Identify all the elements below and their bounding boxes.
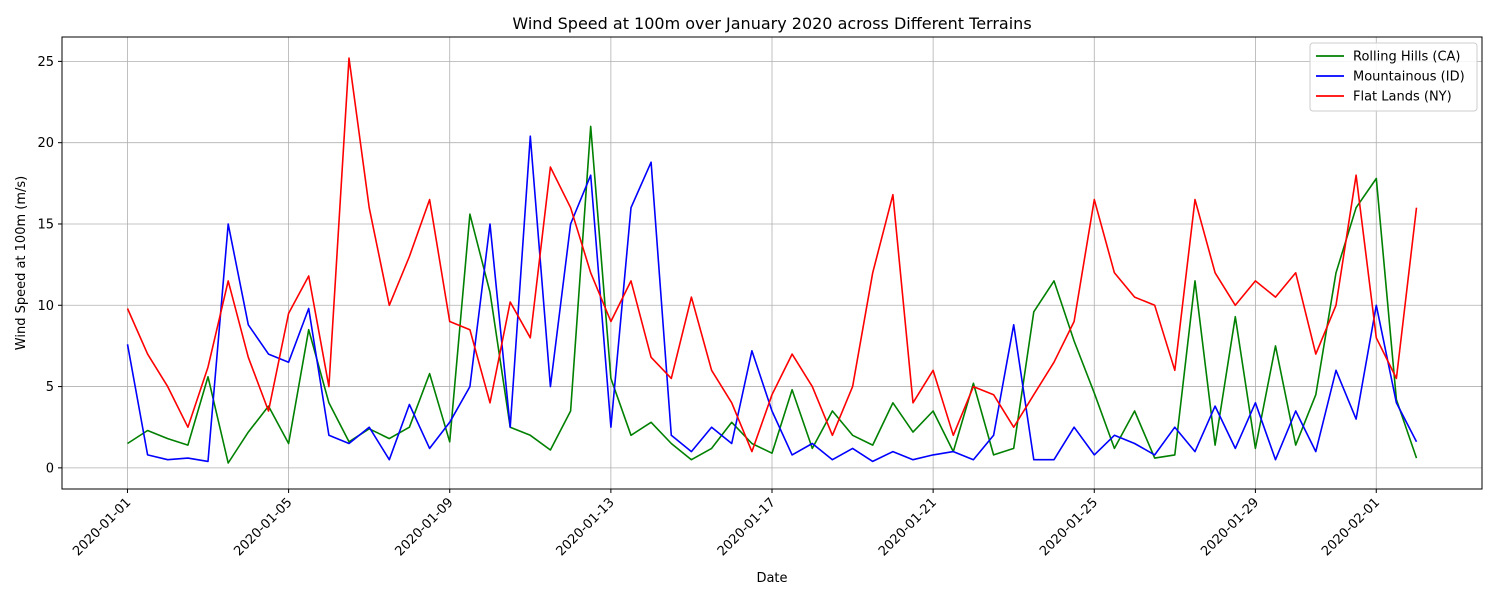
y-tick-label: 15 bbox=[37, 217, 54, 232]
y-tick-label: 20 bbox=[37, 136, 54, 151]
legend-box bbox=[1309, 42, 1478, 112]
y-tick-label: 25 bbox=[37, 55, 54, 70]
x-axis-title: Date bbox=[756, 571, 787, 586]
series-line-1 bbox=[126, 135, 1418, 463]
chart-title: Wind Speed at 100m over January 2020 acr… bbox=[512, 14, 1031, 33]
grid bbox=[62, 37, 1482, 489]
y-tick-label: 0 bbox=[46, 461, 54, 476]
series-line-2 bbox=[126, 57, 1418, 453]
y-tick-label: 5 bbox=[46, 380, 54, 395]
series-lines bbox=[126, 57, 1418, 464]
legend: Rolling Hills (CA) Mountainous (ID) Flat L… bbox=[1309, 42, 1478, 112]
y-tick-label: 10 bbox=[37, 299, 54, 314]
legend-label: Rolling Hills (CA) bbox=[1353, 50, 1461, 65]
legend-label: Flat Lands (NY) bbox=[1353, 90, 1452, 105]
series-line-0 bbox=[127, 125, 1418, 464]
y-axis-title: Wind Speed at 100m (m/s) bbox=[14, 176, 29, 350]
legend-label: Mountainous (ID) bbox=[1353, 70, 1465, 85]
